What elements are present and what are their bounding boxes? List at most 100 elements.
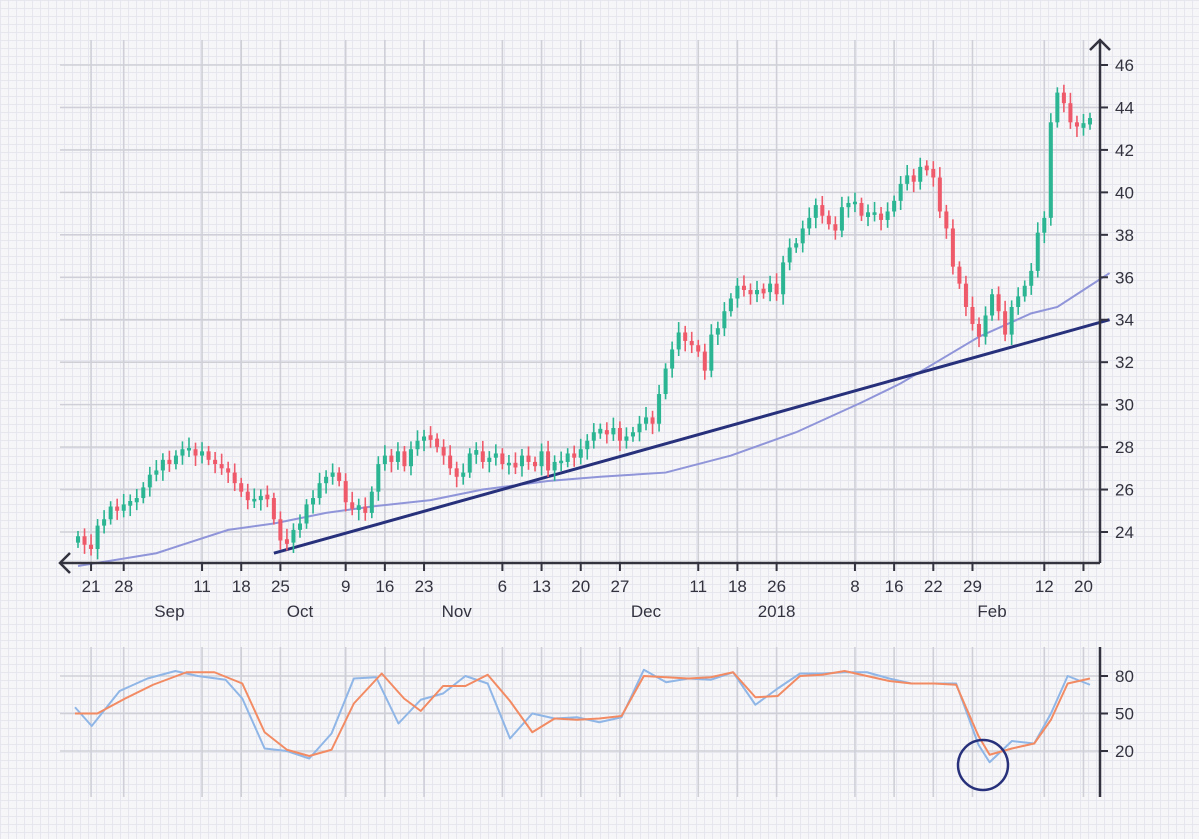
candle-body-up	[983, 315, 988, 337]
candle	[213, 451, 218, 474]
candle-body-down	[284, 539, 289, 544]
candle	[219, 453, 224, 475]
candle-body-down	[976, 323, 982, 337]
oscillator-d-line	[75, 670, 1091, 757]
candle	[278, 511, 283, 550]
candle-body-up	[755, 290, 760, 295]
candle	[604, 422, 609, 444]
candle-body-down	[1068, 103, 1073, 123]
price-tick-label: 44	[1115, 98, 1134, 117]
candle-body-down	[245, 491, 250, 501]
candle	[304, 499, 309, 529]
candle-body-down	[996, 294, 1001, 312]
candle-body-down	[683, 332, 688, 341]
candle-body-up	[787, 247, 792, 263]
candle-body-up	[415, 440, 420, 450]
candle-body-up	[422, 436, 427, 441]
candle-body-up	[376, 464, 381, 492]
candle	[258, 489, 263, 511]
candle-body-down	[859, 202, 864, 216]
date-tick-label: 22	[924, 577, 943, 596]
candle	[918, 157, 923, 190]
candle-body-down	[271, 498, 276, 520]
candle	[480, 440, 485, 469]
candle-body-down	[213, 459, 218, 465]
candle-body-up	[872, 212, 877, 215]
candle	[363, 497, 368, 521]
candle-body-up	[1029, 270, 1034, 286]
candle-body-up	[565, 453, 570, 462]
candle-body-up	[75, 536, 81, 543]
candle-body-up	[128, 501, 133, 506]
candle-body-up	[330, 472, 335, 477]
candle-body-up	[487, 457, 492, 462]
candle-body-down	[833, 224, 838, 231]
candle	[709, 324, 714, 378]
candle	[1035, 222, 1040, 278]
price-tick-label: 46	[1115, 56, 1134, 75]
candle-body-down	[206, 451, 211, 460]
candle	[944, 204, 949, 239]
candle	[252, 488, 257, 509]
candle-body-up	[807, 217, 812, 229]
candle-body-up	[173, 455, 178, 465]
candle	[800, 220, 805, 253]
price-axis-ticks: 24 26 28 30 32 34 36 38 40 42 44 46	[1100, 56, 1134, 542]
moving-average-line	[77, 272, 1111, 567]
candle	[369, 486, 374, 519]
candle	[937, 167, 942, 219]
candle-body-down	[1003, 311, 1008, 335]
candle	[735, 277, 740, 308]
date-tick-label: 6	[498, 577, 507, 596]
candle-body-up	[709, 334, 714, 371]
candle-body-down	[689, 340, 694, 346]
candle	[1016, 287, 1021, 315]
month-label: Feb	[977, 602, 1006, 621]
date-tick-label: 16	[885, 577, 904, 596]
candle-body-up	[800, 228, 805, 244]
candle	[565, 448, 570, 468]
candle-body-down	[435, 438, 440, 448]
date-axis-ticks: 21 28 11 18 25 9 16 23 6 13 20 27 11 18 26 8 16 22 29 12 20	[82, 563, 1093, 596]
candle	[552, 455, 557, 481]
candles	[75, 84, 1093, 560]
price-tick-label: 32	[1115, 353, 1134, 372]
candle	[526, 446, 531, 470]
candle-body-down	[278, 519, 283, 541]
x-axis-arrow-icon	[58, 552, 71, 574]
candle-body-down	[572, 453, 577, 458]
candle-body-up	[252, 498, 257, 502]
date-tick-label: 25	[271, 577, 290, 596]
candle-body-down	[761, 288, 766, 294]
candle	[539, 443, 544, 476]
candle-body-up	[154, 470, 159, 475]
candle	[761, 283, 766, 299]
candle-body-up	[644, 417, 649, 424]
candle-body-up	[180, 449, 185, 456]
candle	[911, 168, 916, 193]
candle-body-down	[617, 427, 622, 441]
candle	[75, 530, 81, 548]
candle	[343, 473, 348, 512]
candle-body-up	[408, 449, 413, 467]
candle-body-up	[200, 451, 205, 456]
candle-body-down	[924, 165, 929, 171]
candle	[506, 454, 511, 475]
candle-body-up	[552, 461, 557, 471]
candle	[963, 275, 968, 317]
candle-body-up	[461, 472, 466, 477]
candle	[160, 453, 165, 481]
price-tick-label: 28	[1115, 438, 1134, 457]
candle-body-down	[402, 451, 407, 467]
date-tick-label: 20	[571, 577, 590, 596]
date-tick-label: 29	[963, 577, 982, 596]
candle	[193, 442, 198, 466]
candle	[128, 494, 133, 517]
candle	[1081, 114, 1086, 136]
candle	[134, 488, 139, 511]
candle-body-up	[493, 453, 498, 458]
candle	[546, 440, 551, 478]
price-tick-label: 40	[1115, 183, 1134, 202]
candle	[350, 491, 355, 516]
candle-body-up	[722, 311, 727, 329]
